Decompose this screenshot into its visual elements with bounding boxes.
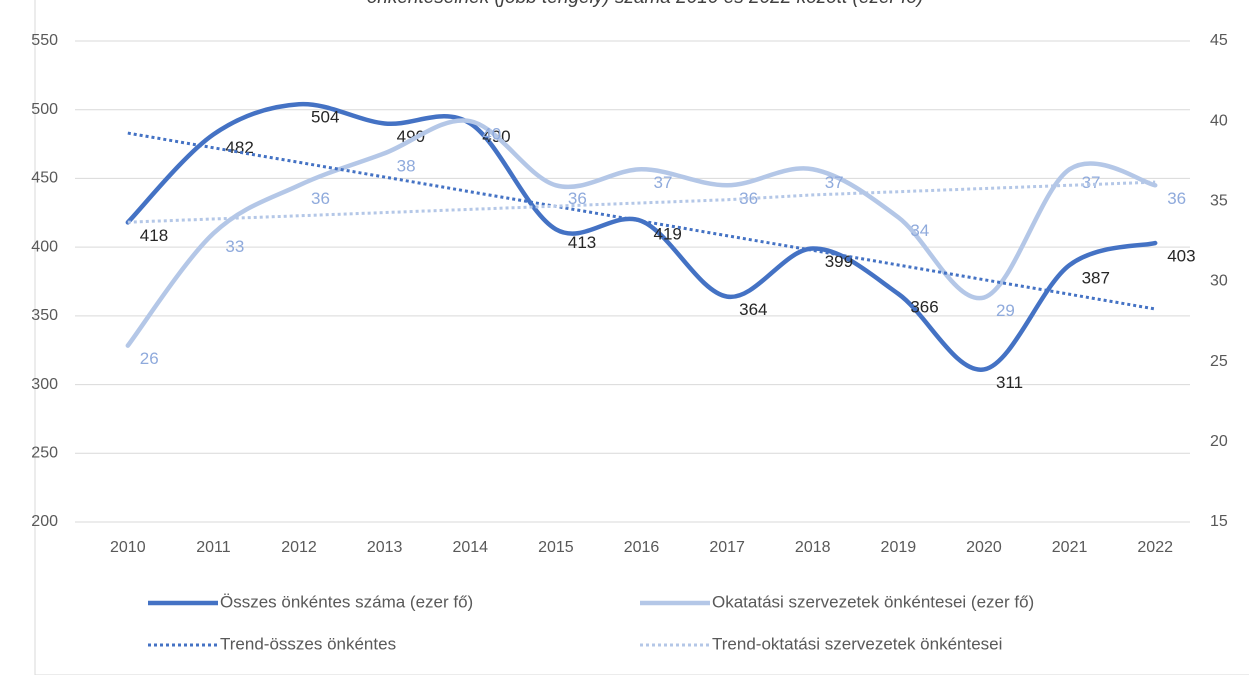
data-label: 40 (482, 125, 501, 144)
data-label: 482 (225, 138, 253, 157)
data-label: 37 (654, 173, 673, 192)
x-tick-label: 2015 (538, 539, 574, 556)
chart-title: önkénteseinek (jobb tengely) száma 2010 … (367, 0, 924, 8)
series-line (125, 101, 1158, 372)
legend-label: Trend-összes önkéntes (220, 634, 396, 653)
y-tick-label: 200 (31, 513, 58, 530)
data-label: 34 (910, 221, 929, 240)
x-tick-label: 2012 (281, 539, 317, 556)
data-label: 26 (140, 349, 159, 368)
y-tick-label: 300 (31, 376, 58, 393)
x-tick-label: 2019 (881, 539, 917, 556)
data-label: 504 (311, 108, 339, 127)
chart-border (34, 0, 1249, 675)
data-label: 366 (910, 297, 938, 316)
series-line (125, 118, 1158, 348)
y2-tick-label: 25 (1210, 353, 1228, 370)
data-label: 311 (996, 373, 1023, 392)
legend-label: Trend-oktatási szervezetek önkéntesei (712, 634, 1002, 653)
data-label: 38 (397, 157, 416, 176)
y-tick-label: 400 (31, 238, 58, 255)
y2-tick-label: 45 (1210, 32, 1228, 49)
data-label: 490 (397, 127, 425, 146)
x-tick-label: 2020 (966, 539, 1002, 556)
legend-label: Okatatási szervezetek önkéntesei (ezer f… (712, 592, 1034, 611)
y-tick-label: 350 (31, 307, 58, 324)
data-label: 36 (739, 189, 758, 208)
data-label: 36 (1167, 189, 1186, 208)
x-tick-label: 2021 (1052, 539, 1088, 556)
data-label: 364 (739, 300, 767, 319)
y-tick-label: 250 (31, 445, 58, 462)
legend-label: Összes önkéntes száma (ezer fő) (220, 592, 473, 611)
y2-tick-label: 35 (1210, 193, 1228, 210)
x-tick-label: 2016 (624, 539, 660, 556)
data-label: 37 (825, 173, 844, 192)
x-tick-label: 2018 (795, 539, 831, 556)
x-tick-label: 2013 (367, 539, 403, 556)
data-label: 29 (996, 301, 1015, 320)
y-tick-label: 450 (31, 170, 58, 187)
data-label: 418 (140, 226, 168, 245)
y2-tick-label: 30 (1210, 273, 1228, 290)
data-label: 37 (1082, 173, 1101, 192)
y-tick-label: 550 (31, 32, 58, 49)
x-tick-label: 2017 (709, 539, 745, 556)
series-line (127, 180, 1156, 224)
data-label: 36 (568, 189, 587, 208)
data-label: 36 (311, 189, 330, 208)
data-label: 387 (1082, 268, 1110, 287)
data-label: 419 (654, 225, 682, 244)
data-label: 403 (1167, 247, 1195, 266)
data-label: 33 (225, 237, 244, 256)
x-tick-label: 2022 (1137, 539, 1173, 556)
y2-tick-label: 20 (1210, 433, 1228, 450)
y2-tick-label: 15 (1210, 513, 1228, 530)
x-tick-label: 2014 (452, 539, 488, 556)
data-label: 413 (568, 233, 596, 252)
x-tick-label: 2010 (110, 539, 146, 556)
y2-tick-label: 40 (1210, 112, 1228, 129)
y-tick-label: 500 (31, 101, 58, 118)
x-tick-label: 2011 (196, 539, 231, 556)
